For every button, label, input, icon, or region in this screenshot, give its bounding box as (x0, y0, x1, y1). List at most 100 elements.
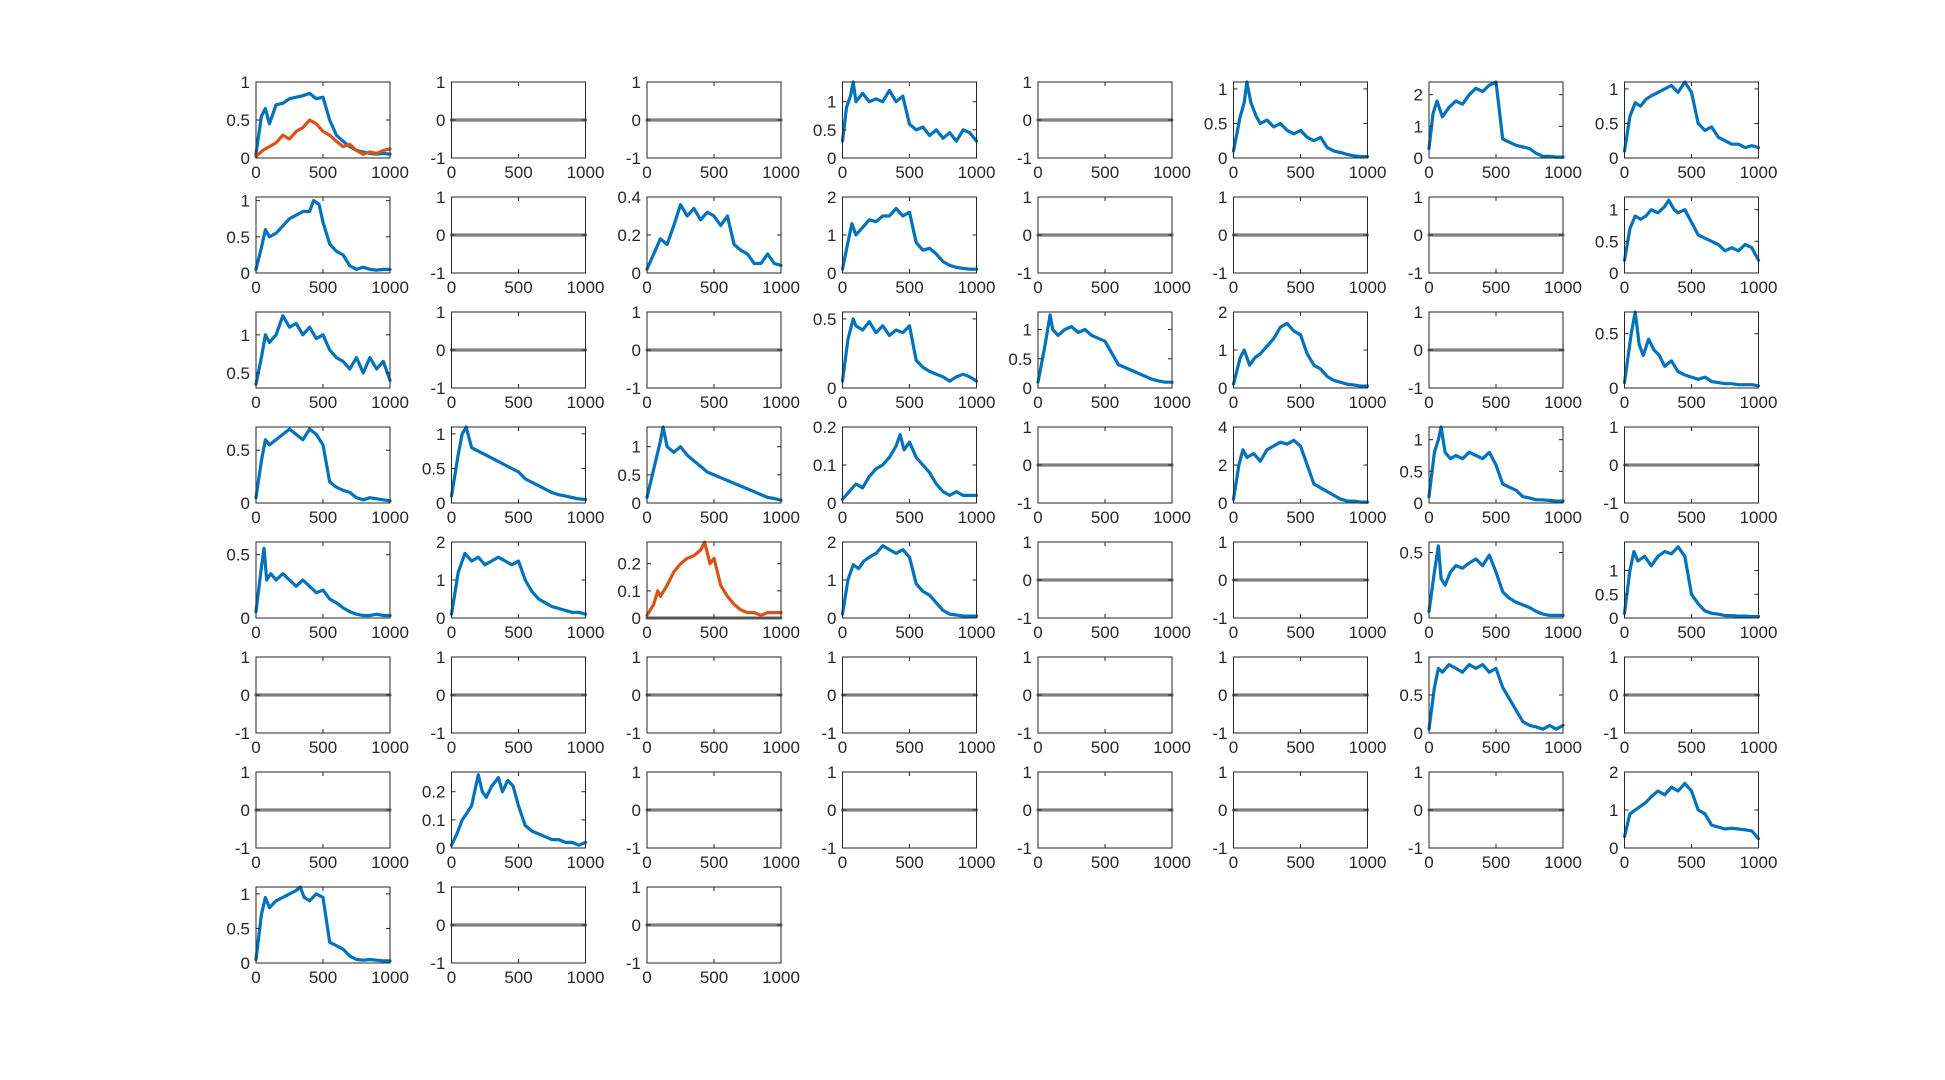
series-line-1 (1231, 438, 1370, 504)
y-tick-label: 1 (632, 878, 641, 897)
subplot-53: 0 500 1000-101 (1017, 763, 1191, 872)
y-tick-label: 1 (436, 425, 445, 444)
x-tick-label: 1000 (1740, 738, 1778, 757)
y-tick-label: -1 (1212, 264, 1227, 283)
axes-box (1624, 196, 1759, 274)
y-tick-label: 0 (827, 686, 836, 705)
y-tick-label: 1 (1414, 431, 1423, 450)
y-tick-label: -1 (821, 839, 836, 858)
x-tick-label: 0 (447, 278, 456, 297)
y-tick-label: 1 (1023, 533, 1032, 552)
subplot-2: 0 500 1000-101 (430, 73, 604, 182)
x-tick-label: 500 (700, 163, 728, 182)
y-tick-label: -1 (1017, 264, 1032, 283)
axes-box (1624, 771, 1759, 849)
series-line-1 (1427, 662, 1565, 731)
x-tick-label: 500 (504, 853, 532, 872)
y-tick-label: 1 (1414, 763, 1423, 782)
x-tick-label: 500 (1677, 393, 1705, 412)
y-tick-label: -1 (1017, 609, 1032, 628)
x-tick-label: 1000 (371, 853, 409, 872)
x-tick-label: 1000 (567, 853, 605, 872)
subplot-42: 0 500 1000-101 (430, 648, 604, 757)
x-tick-label: 0 (447, 163, 456, 182)
x-tick-label: 1000 (958, 278, 996, 297)
y-tick-label: 0 (436, 111, 445, 130)
y-tick-label: 0 (1609, 264, 1618, 283)
subplot-17: 0 500 1000 0.5 1 (226, 311, 409, 412)
subplot-4: 0 500 1000 0 0.5 1 (813, 80, 996, 182)
y-tick-label: 0.5 (226, 228, 250, 247)
y-tick-label: -1 (235, 839, 250, 858)
x-tick-label: 0 (1033, 623, 1042, 642)
series-line-1 (449, 551, 588, 616)
y-tick-label: 1 (1609, 80, 1618, 99)
y-tick-label: -1 (1212, 724, 1227, 743)
y-tick-label: 4 (1218, 418, 1227, 437)
y-tick-label: -1 (626, 839, 641, 858)
x-tick-label: 0 (1033, 163, 1042, 182)
x-tick-label: 1000 (567, 968, 605, 987)
subplot-22: 0 500 1000 0 1 2 (1218, 303, 1386, 412)
y-tick-label: 0.5 (1399, 462, 1423, 481)
y-tick-label: 2 (436, 533, 445, 552)
x-tick-label: 1000 (567, 163, 605, 182)
y-tick-label: -1 (1017, 494, 1032, 513)
y-tick-label: 0.5 (1399, 686, 1423, 705)
subplot-31: 0 500 1000 0 0.5 1 (1399, 425, 1582, 527)
series-line-1 (254, 199, 392, 272)
y-tick-label: 0 (436, 226, 445, 245)
y-tick-label: -1 (430, 724, 445, 743)
y-tick-label: -1 (1603, 724, 1618, 743)
series-line-1 (1231, 80, 1370, 159)
y-tick-label: 1 (1609, 201, 1618, 220)
series-line-2 (645, 540, 783, 617)
x-tick-label: 500 (1482, 853, 1510, 872)
x-tick-label: 0 (1620, 163, 1629, 182)
x-tick-label: 1000 (762, 278, 800, 297)
y-tick-label: 0 (632, 916, 641, 935)
y-tick-label: 0 (1609, 686, 1618, 705)
x-tick-label: 0 (838, 853, 847, 872)
x-tick-label: 0 (251, 163, 260, 182)
y-tick-label: 0 (1609, 456, 1618, 475)
subplot-35: 0 500 1000 0 0.1 0.2 (617, 540, 800, 642)
x-tick-label: 0 (1424, 508, 1433, 527)
subplot-24: 0 500 1000 0 0.5 (1595, 310, 1777, 412)
y-tick-label: 1 (436, 73, 445, 92)
y-tick-label: 1 (827, 226, 836, 245)
x-tick-label: 500 (1091, 853, 1119, 872)
x-tick-label: 1000 (1544, 853, 1582, 872)
y-tick-label: 1 (827, 763, 836, 782)
subplot-52: 0 500 1000-101 (821, 763, 995, 872)
y-tick-label: 0.5 (813, 121, 837, 140)
subplot-48: 0 500 1000-101 (1603, 648, 1777, 757)
x-tick-label: 500 (700, 623, 728, 642)
x-tick-label: 500 (1677, 738, 1705, 757)
y-tick-label: 0 (827, 494, 836, 513)
x-tick-label: 1000 (1544, 163, 1582, 182)
x-tick-label: 500 (309, 393, 337, 412)
x-tick-label: 500 (1482, 623, 1510, 642)
subplot-18: 0 500 1000-101 (430, 303, 604, 412)
y-tick-label: 0 (241, 801, 250, 820)
y-tick-label: 0 (1023, 456, 1032, 475)
subplot-23: 0 500 1000-101 (1408, 303, 1582, 412)
subplot-29: 0 500 1000-101 (1017, 418, 1191, 527)
x-tick-label: 0 (1620, 393, 1629, 412)
y-tick-label: 0 (241, 686, 250, 705)
x-tick-label: 1000 (958, 163, 996, 182)
subplot-13: 0 500 1000-101 (1017, 188, 1191, 297)
y-tick-label: 1 (1218, 188, 1227, 207)
x-tick-label: 0 (1229, 853, 1238, 872)
y-tick-label: 0 (1414, 724, 1423, 743)
x-tick-label: 1000 (762, 738, 800, 757)
x-tick-label: 500 (309, 623, 337, 642)
x-tick-label: 500 (895, 163, 923, 182)
x-tick-label: 1000 (1740, 278, 1778, 297)
x-tick-label: 1000 (371, 393, 409, 412)
x-tick-label: 1000 (371, 738, 409, 757)
x-tick-label: 500 (1091, 278, 1119, 297)
y-tick-label: 0 (1218, 494, 1227, 513)
x-tick-label: 500 (700, 853, 728, 872)
